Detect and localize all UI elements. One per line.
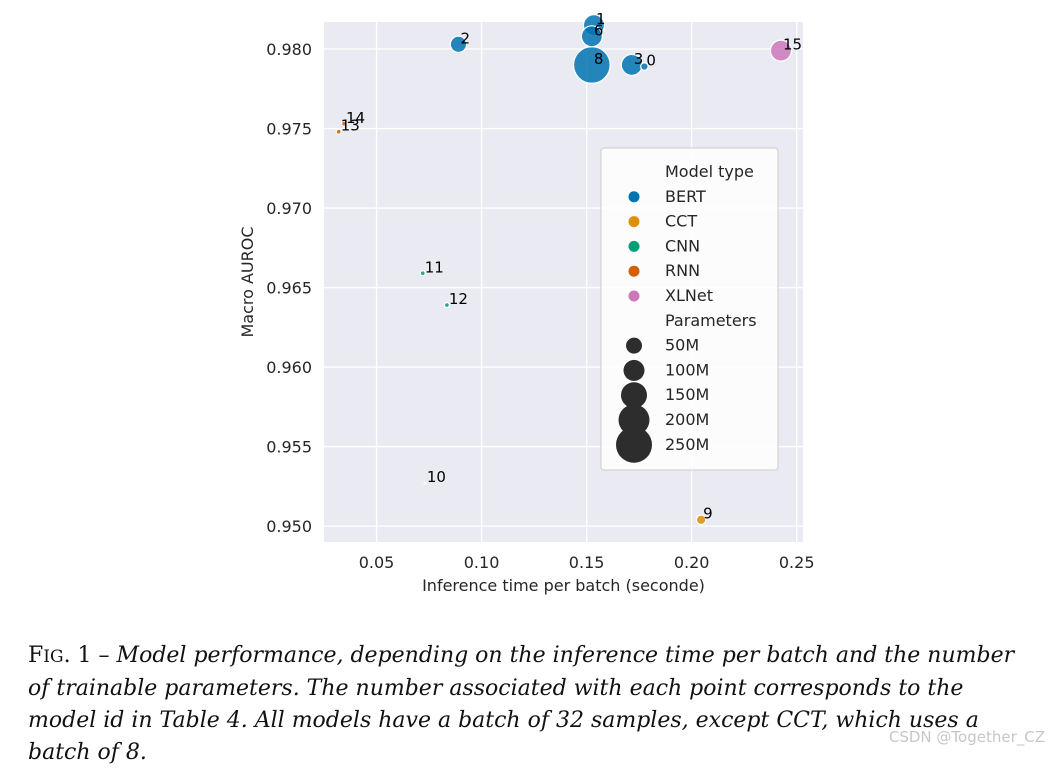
data-point-10 — [423, 481, 427, 485]
caption-fig-first-letter: F — [28, 643, 44, 668]
x-axis-label: Inference time per batch (seconde) — [422, 576, 705, 595]
legend-size-label-250m: 250M — [665, 435, 709, 454]
data-point-15 — [769, 39, 793, 62]
legend-size-marker-100m — [623, 359, 645, 381]
y-tick-label: 0.950 — [266, 517, 312, 536]
point-label-8: 8 — [594, 50, 604, 68]
y-tick-label: 0.955 — [266, 438, 312, 457]
legend-size-marker-150m — [621, 382, 647, 409]
x-tick-label: 0.15 — [569, 553, 605, 572]
data-point-13 — [335, 128, 342, 135]
legend-label-cct: CCT — [665, 212, 697, 231]
data-point-6 — [580, 25, 603, 48]
caption-text: Model performance, depending on the infe… — [28, 643, 1015, 765]
legend-size-marker-250m — [616, 426, 652, 463]
legend-size-title: Parameters — [665, 311, 757, 330]
point-label-0: 0 — [646, 52, 656, 70]
point-label-14: 14 — [346, 109, 365, 127]
data-point-12 — [443, 302, 450, 309]
data-point-8 — [572, 46, 611, 84]
x-axis-ticks: 0.05 0.10 0.15 0.20 0.25 — [359, 553, 815, 572]
point-label-10: 10 — [427, 468, 446, 486]
legend-hue-title: Model type — [665, 162, 754, 181]
x-tick-label: 0.05 — [359, 553, 395, 572]
legend-label-bert: BERT — [665, 187, 706, 206]
legend-size-label-100m: 100M — [665, 360, 709, 379]
y-axis-ticks: 0.950 0.955 0.960 0.965 0.970 0.975 0.980 — [266, 40, 312, 536]
y-tick-label: 0.965 — [266, 279, 312, 298]
point-label-15: 15 — [783, 36, 802, 54]
scatter-chart: 0.05 0.10 0.15 0.20 0.25 0.950 0.955 0.960 0.96… — [238, 10, 815, 595]
legend-size-marker-50m — [626, 337, 642, 354]
point-label-9: 9 — [703, 505, 713, 523]
legend-size-label-50m: 50M — [665, 336, 699, 355]
legend-marker-cct — [628, 216, 640, 228]
figure-caption: FIG. 1 – Model performance, depending on… — [28, 640, 1033, 769]
point-label-1: 1 — [596, 10, 606, 28]
legend-marker-cnn — [628, 240, 640, 252]
point-label-12: 12 — [449, 290, 468, 308]
legend-size-marker-200m — [618, 404, 650, 436]
caption-fig-small-caps: IG — [43, 647, 64, 667]
caption-figure-number: FIG. 1 – — [28, 643, 110, 668]
legend: Model type BERT CCT CNN RNN XLNet Parameters 50… — [600, 147, 779, 471]
y-tick-label: 0.980 — [266, 40, 312, 59]
legend-marker-rnn — [628, 265, 640, 277]
data-point-0 — [640, 62, 649, 71]
legend-marker-xlnet — [628, 290, 640, 302]
point-label-2: 2 — [460, 29, 470, 47]
x-tick-label: 0.25 — [779, 553, 815, 572]
data-points — [335, 14, 793, 526]
legend-size-label-150m: 150M — [665, 385, 709, 404]
x-tick-label: 0.10 — [464, 553, 500, 572]
legend-label-cnn: CNN — [665, 236, 700, 255]
point-label-11: 11 — [425, 258, 444, 276]
point-label-13: 13 — [341, 117, 360, 135]
legend-label-rnn: RNN — [665, 261, 700, 280]
point-label-3: 3 — [634, 50, 644, 68]
x-tick-label: 0.20 — [674, 553, 710, 572]
y-tick-label: 0.960 — [266, 358, 312, 377]
legend-size-label-200m: 200M — [665, 410, 709, 429]
point-label-6: 6 — [594, 21, 604, 39]
y-tick-label: 0.970 — [266, 199, 312, 218]
y-axis-label: Macro AUROC — [238, 226, 257, 337]
watermark: CSDN @Together_CZ — [888, 728, 1045, 746]
legend-label-xlnet: XLNet — [665, 286, 713, 305]
data-point-2 — [449, 35, 468, 53]
data-point-11 — [419, 270, 426, 277]
data-point-9 — [695, 514, 707, 526]
y-tick-label: 0.975 — [266, 120, 312, 139]
caption-fig-index: . 1 – — [63, 643, 110, 668]
data-point-14 — [340, 120, 348, 127]
legend-marker-bert — [628, 191, 640, 203]
